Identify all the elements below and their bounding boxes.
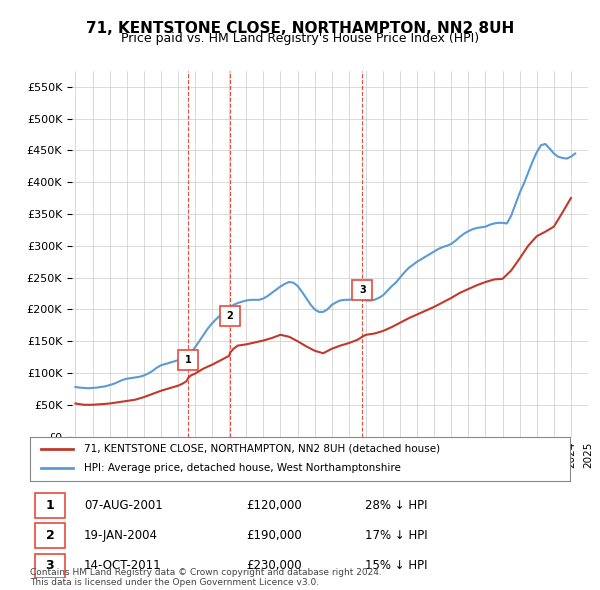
- Text: £230,000: £230,000: [246, 559, 302, 572]
- Text: 1: 1: [46, 499, 55, 512]
- Text: 15% ↓ HPI: 15% ↓ HPI: [365, 559, 427, 572]
- Text: 28% ↓ HPI: 28% ↓ HPI: [365, 499, 427, 512]
- Text: £190,000: £190,000: [246, 529, 302, 542]
- Text: 3: 3: [359, 286, 365, 295]
- FancyBboxPatch shape: [35, 553, 65, 578]
- Text: Price paid vs. HM Land Registry's House Price Index (HPI): Price paid vs. HM Land Registry's House …: [121, 32, 479, 45]
- Text: HPI: Average price, detached house, West Northamptonshire: HPI: Average price, detached house, West…: [84, 464, 401, 473]
- Text: 19-JAN-2004: 19-JAN-2004: [84, 529, 158, 542]
- Text: 07-AUG-2001: 07-AUG-2001: [84, 499, 163, 512]
- Text: 71, KENTSTONE CLOSE, NORTHAMPTON, NN2 8UH (detached house): 71, KENTSTONE CLOSE, NORTHAMPTON, NN2 8U…: [84, 444, 440, 454]
- Text: £120,000: £120,000: [246, 499, 302, 512]
- Text: 3: 3: [46, 559, 54, 572]
- Text: 2: 2: [46, 529, 55, 542]
- Text: 1: 1: [185, 355, 191, 365]
- FancyBboxPatch shape: [35, 493, 65, 518]
- Text: 71, KENTSTONE CLOSE, NORTHAMPTON, NN2 8UH: 71, KENTSTONE CLOSE, NORTHAMPTON, NN2 8U…: [86, 21, 514, 35]
- FancyBboxPatch shape: [35, 523, 65, 548]
- Text: 17% ↓ HPI: 17% ↓ HPI: [365, 529, 427, 542]
- Text: 2: 2: [227, 311, 233, 321]
- Text: 14-OCT-2011: 14-OCT-2011: [84, 559, 161, 572]
- Text: Contains HM Land Registry data © Crown copyright and database right 2024.
This d: Contains HM Land Registry data © Crown c…: [30, 568, 382, 587]
